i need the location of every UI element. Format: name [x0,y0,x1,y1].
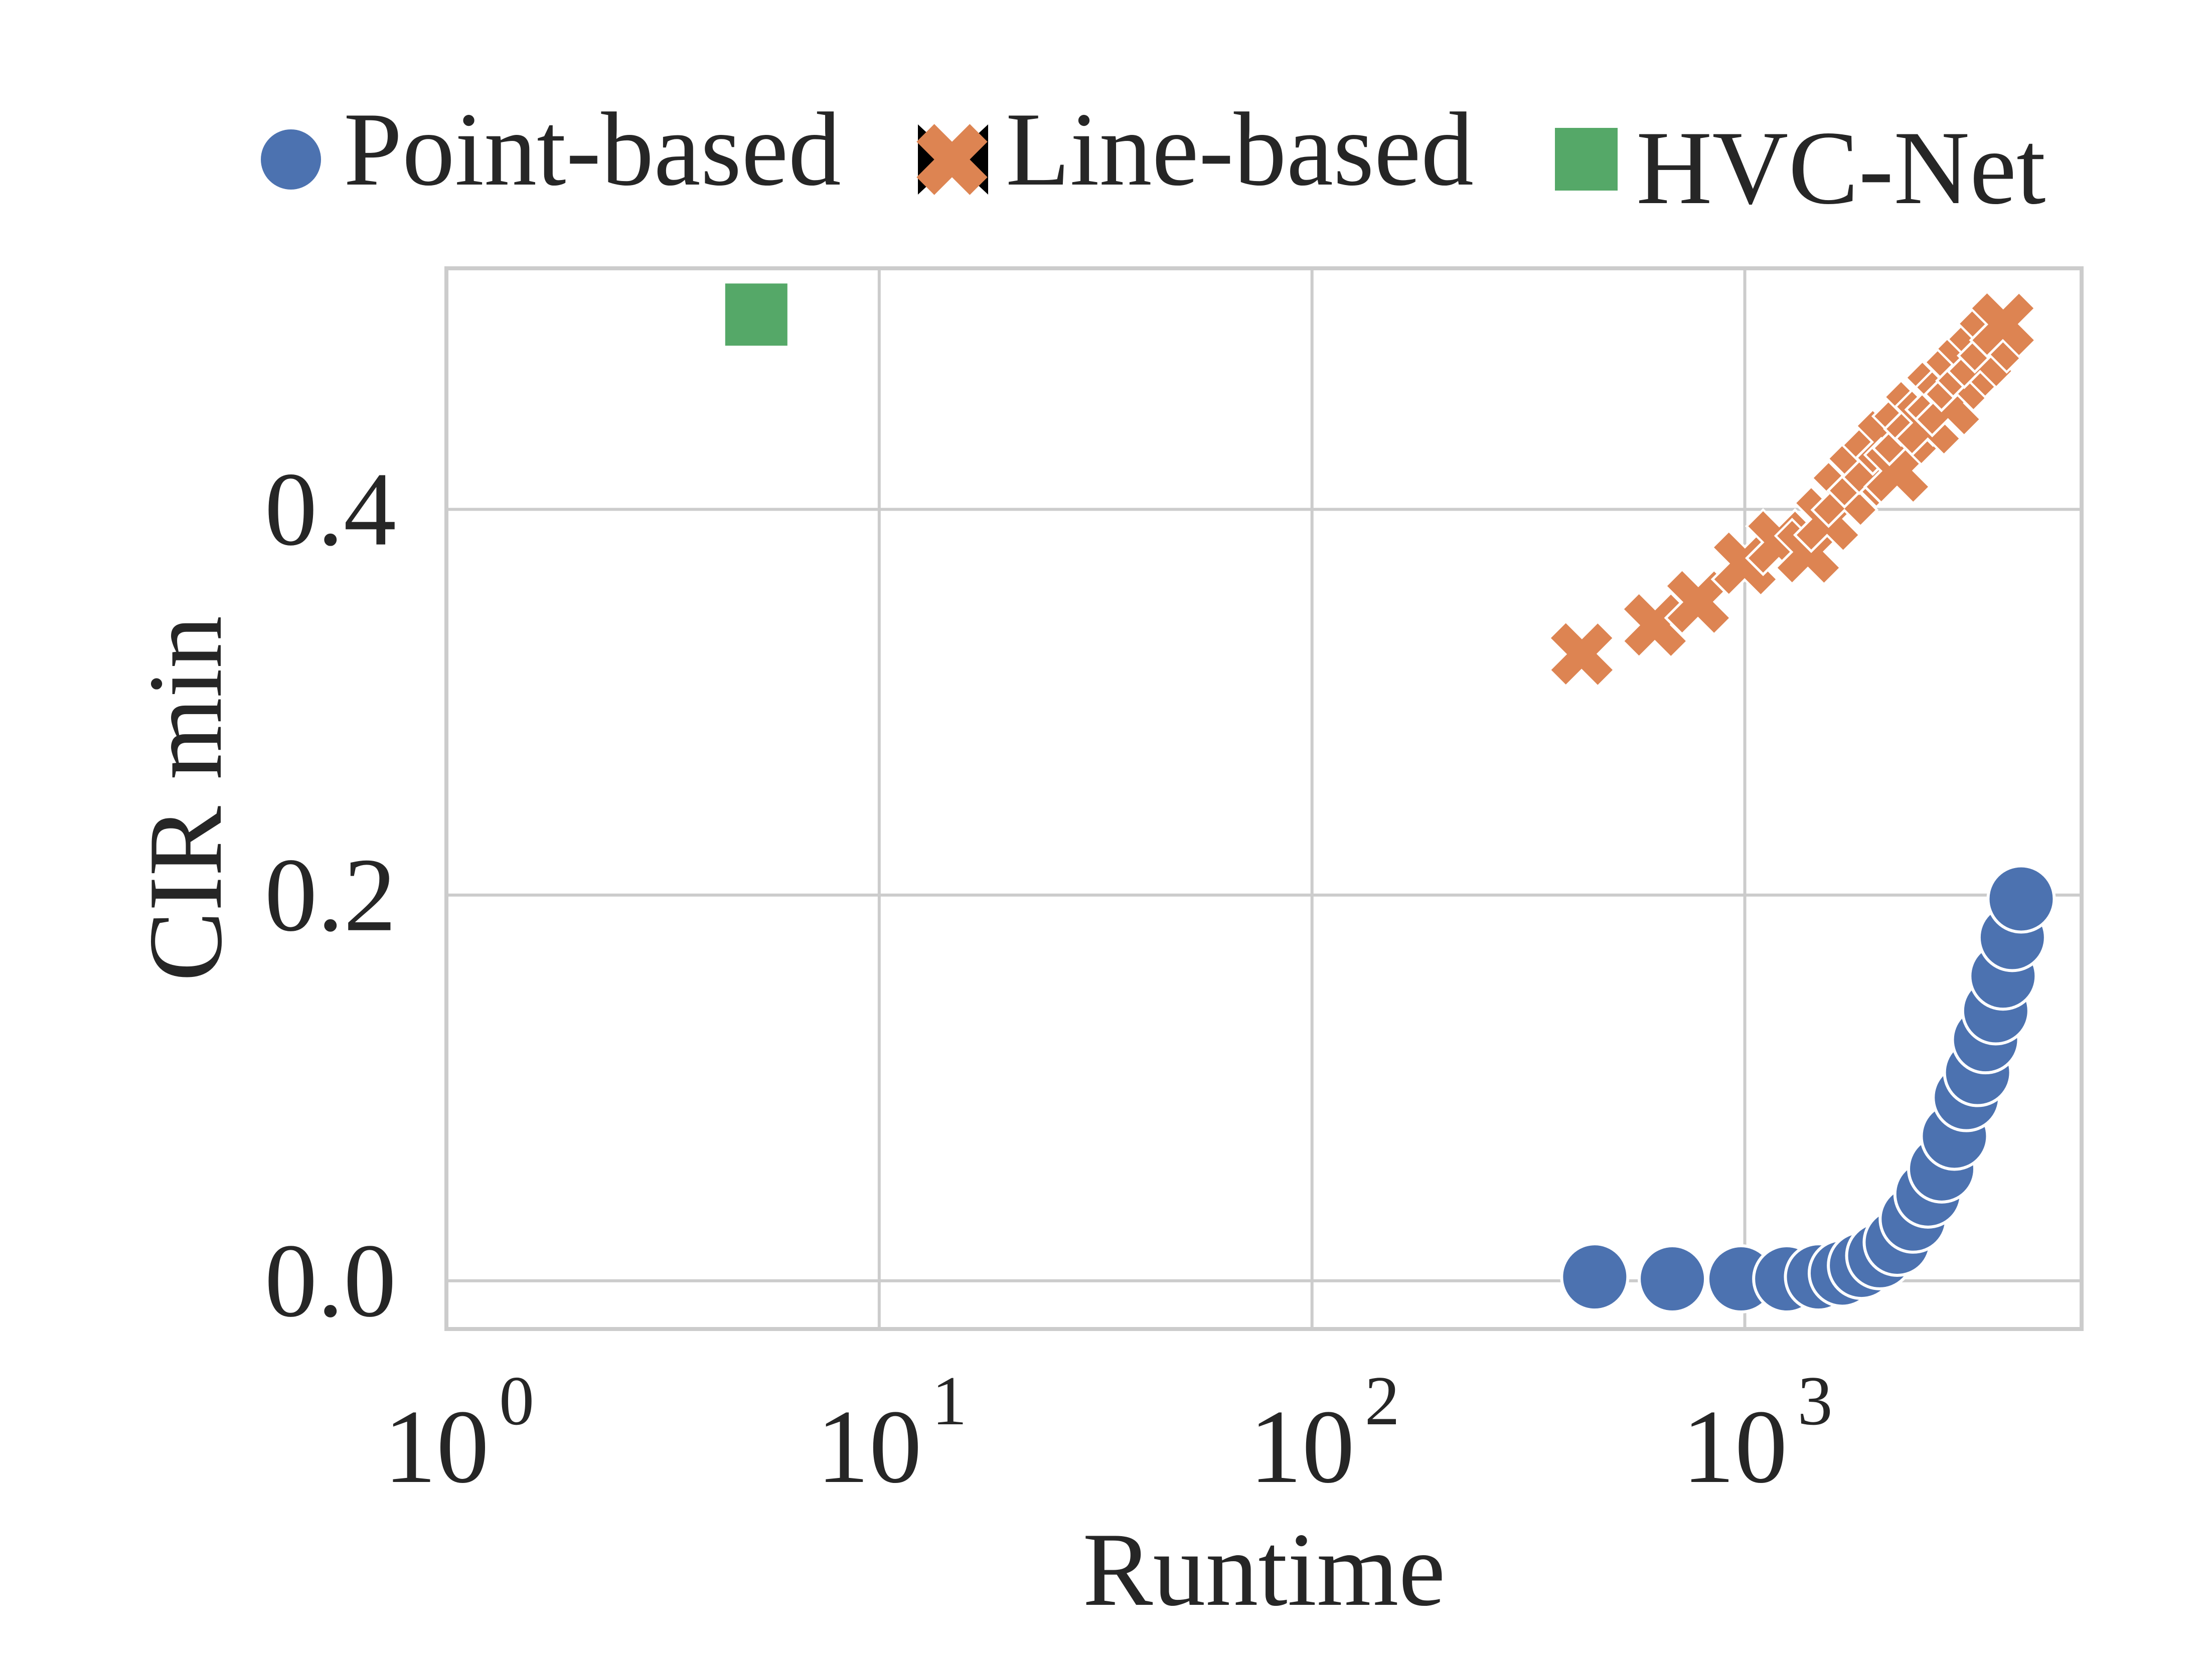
data-marks [725,283,2056,1314]
data-point-hvc-net [725,283,787,346]
x-tick-labels: 10 0 10 1 10 2 10 3 [384,1362,1833,1505]
x-tick-base: 10 [817,1389,922,1505]
y-tick-labels: 0.0 0.2 0.4 [265,451,397,1339]
grid [445,268,2082,1329]
legend-label-line-based: Line-based [1006,91,1474,208]
x-axis-label: Runtime [1082,1512,1445,1628]
data-point-point-based [1638,1244,1707,1314]
data-point-point-based [1986,864,2056,934]
x-tick-exponent: 0 [499,1362,534,1440]
x-tick-label: 10 1 [817,1362,967,1505]
x-tick-label: 10 2 [1249,1362,1400,1505]
legend-label-point-based: Point-based [344,91,841,208]
data-point-line-based [1664,568,1732,636]
x-tick-label: 10 3 [1682,1362,1833,1505]
x-tick-base: 10 [1249,1389,1355,1505]
legend: Point-based Line-based HVC-Net [259,91,2046,226]
data-point-line-based [1774,518,1842,586]
legend-marker-point-based [259,127,323,192]
x-tick-label: 10 0 [384,1362,534,1505]
y-axis-label: CIR min [127,616,244,981]
data-point-line-based [1621,591,1689,659]
plot-frame [444,266,2084,1331]
data-point-line-based [1547,620,1616,688]
x-tick-exponent: 3 [1798,1362,1833,1440]
x-tick-base: 10 [384,1389,489,1505]
x-tick-base: 10 [1682,1389,1788,1505]
legend-label-hvc-net: HVC-Net [1636,110,2046,226]
data-point-point-based [1560,1242,1630,1312]
x-tick-exponent: 2 [1365,1362,1400,1440]
legend-x-icon [916,124,988,195]
legend-marker-hvc-net [1555,128,1618,191]
x-tick-exponent: 1 [932,1362,967,1440]
y-tick-label: 0.2 [265,837,397,953]
y-tick-label: 0.0 [265,1223,397,1339]
y-tick-label: 0.4 [265,451,397,568]
data-point-line-based [1969,290,2037,359]
